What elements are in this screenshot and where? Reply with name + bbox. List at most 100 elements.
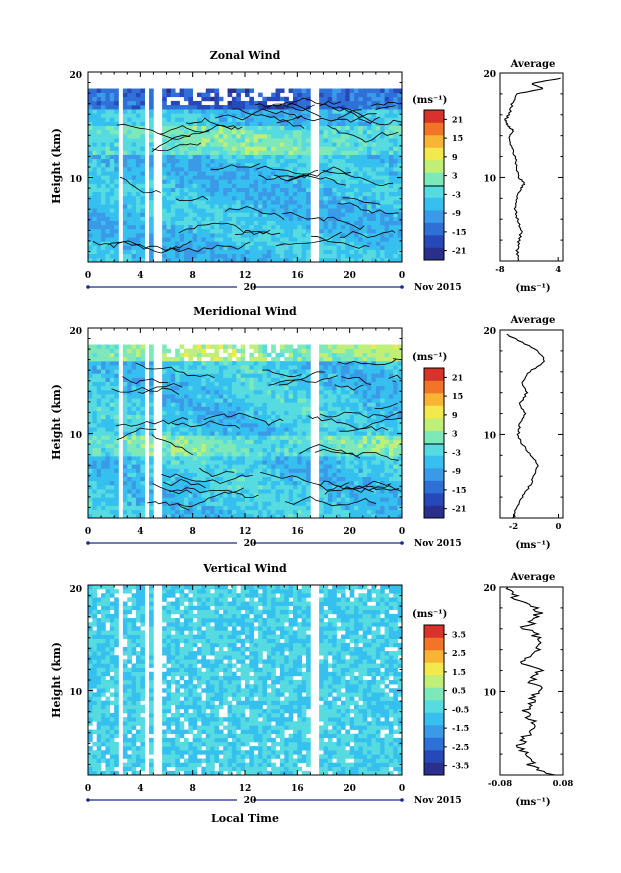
heatmap-cell <box>284 398 289 403</box>
heatmap-cell <box>266 121 272 126</box>
heatmap-cell <box>92 138 98 143</box>
heatmap-cell <box>197 377 202 382</box>
heatmap-cell <box>201 158 207 164</box>
heatmap-cell <box>179 167 185 172</box>
heatmap-cell <box>306 443 311 449</box>
heatmap-cell <box>231 435 237 440</box>
heatmap-cell <box>384 150 390 155</box>
heatmap-cell <box>192 212 198 217</box>
heatmap-cell <box>323 253 329 259</box>
heatmap-cell <box>218 460 224 465</box>
heatmap-cell <box>319 257 324 263</box>
heatmap-cell <box>166 356 172 362</box>
heatmap-cell <box>197 158 202 164</box>
heatmap-cell <box>327 105 333 110</box>
heatmap-cell <box>140 146 145 151</box>
heatmap-cell <box>96 418 102 424</box>
heatmap-cell <box>109 468 115 473</box>
heatmap-cell <box>319 373 324 378</box>
heatmap-cell <box>101 88 106 93</box>
heatmap-cell <box>109 464 115 469</box>
heatmap-cell <box>292 447 298 453</box>
heatmap-cell <box>297 121 302 126</box>
heatmap-cell <box>266 146 272 151</box>
heatmap-cell <box>323 171 329 176</box>
heatmap-cell <box>205 204 211 209</box>
heatmap-cell <box>292 195 298 201</box>
heatmap-cell <box>245 121 250 126</box>
heatmap-cell <box>210 154 215 160</box>
heatmap-cell <box>275 389 281 395</box>
heatmap-cell <box>393 200 398 205</box>
heatmap-cell <box>258 187 263 193</box>
heatmap-cell <box>397 150 403 155</box>
heatmap-cell <box>227 183 233 188</box>
heatmap-cell <box>162 456 167 461</box>
heatmap-cell <box>362 109 368 114</box>
heatmap-cell <box>332 113 337 118</box>
heatmap-cell <box>327 224 333 230</box>
heatmap-cell <box>218 451 224 457</box>
heatmap-cell <box>393 179 398 184</box>
heatmap-cell <box>388 113 394 118</box>
heatmap-cell <box>354 208 359 213</box>
heatmap-cell <box>140 204 145 209</box>
heatmap-cell <box>262 361 268 366</box>
heatmap-cell <box>266 216 272 221</box>
heatmap-cell <box>183 150 189 155</box>
heatmap-cell <box>375 138 381 143</box>
heatmap-cell <box>135 439 141 444</box>
heatmap-cell <box>262 183 268 188</box>
heatmap-cell <box>166 394 172 399</box>
heatmap-cell <box>262 224 268 230</box>
heatmap-cell <box>210 468 215 473</box>
heatmap-cell <box>231 204 237 209</box>
heatmap-cell <box>258 369 263 374</box>
heatmap-cell <box>96 423 102 428</box>
heatmap-cell <box>101 113 106 118</box>
heatmap-cell <box>297 365 302 370</box>
heatmap-cell <box>218 344 224 349</box>
heatmap-cell <box>358 233 364 238</box>
heatmap-cell <box>149 200 154 205</box>
heatmap-cell <box>327 117 333 122</box>
heatmap-cell <box>109 167 115 172</box>
heatmap-cell <box>227 435 233 440</box>
heatmap-cell <box>131 117 137 122</box>
heatmap-cell <box>101 150 106 155</box>
heatmap-cell <box>345 88 350 93</box>
heatmap-cell <box>393 162 398 168</box>
heatmap-cell <box>109 125 115 131</box>
heatmap-cell <box>288 451 294 457</box>
heatmap-cell <box>105 472 111 477</box>
heatmap-cell <box>197 493 202 498</box>
heatmap-cell <box>275 489 281 494</box>
heatmap-cell <box>397 245 403 250</box>
heatmap-cell <box>262 493 268 498</box>
heatmap-cell <box>170 187 176 193</box>
heatmap-cell <box>262 435 268 440</box>
heatmap-cell <box>319 497 324 502</box>
heatmap-cell <box>388 154 394 160</box>
heatmap-cell <box>210 398 215 403</box>
heatmap-cell <box>92 394 98 399</box>
heatmap-cell <box>266 138 272 143</box>
heatmap-cell <box>375 109 381 114</box>
heatmap-cell <box>279 154 285 160</box>
heatmap-cell <box>271 233 276 238</box>
heatmap-cell <box>262 208 268 213</box>
heatmap-cell <box>149 142 154 147</box>
heatmap-cell <box>231 158 237 164</box>
heatmap-cell <box>131 447 137 453</box>
heatmap-cell <box>131 439 137 444</box>
heatmap-cell <box>114 460 119 465</box>
heatmap-cell <box>114 220 119 226</box>
heatmap-cell <box>218 216 224 221</box>
heatmap-cell <box>122 414 128 420</box>
colorbar-tick-label: -15 <box>452 227 466 237</box>
heatmap-cell <box>249 253 255 259</box>
heatmap-cell <box>109 381 115 387</box>
heatmap-cell <box>101 216 106 221</box>
heatmap-cell <box>275 460 281 465</box>
heatmap-cell <box>301 385 307 391</box>
